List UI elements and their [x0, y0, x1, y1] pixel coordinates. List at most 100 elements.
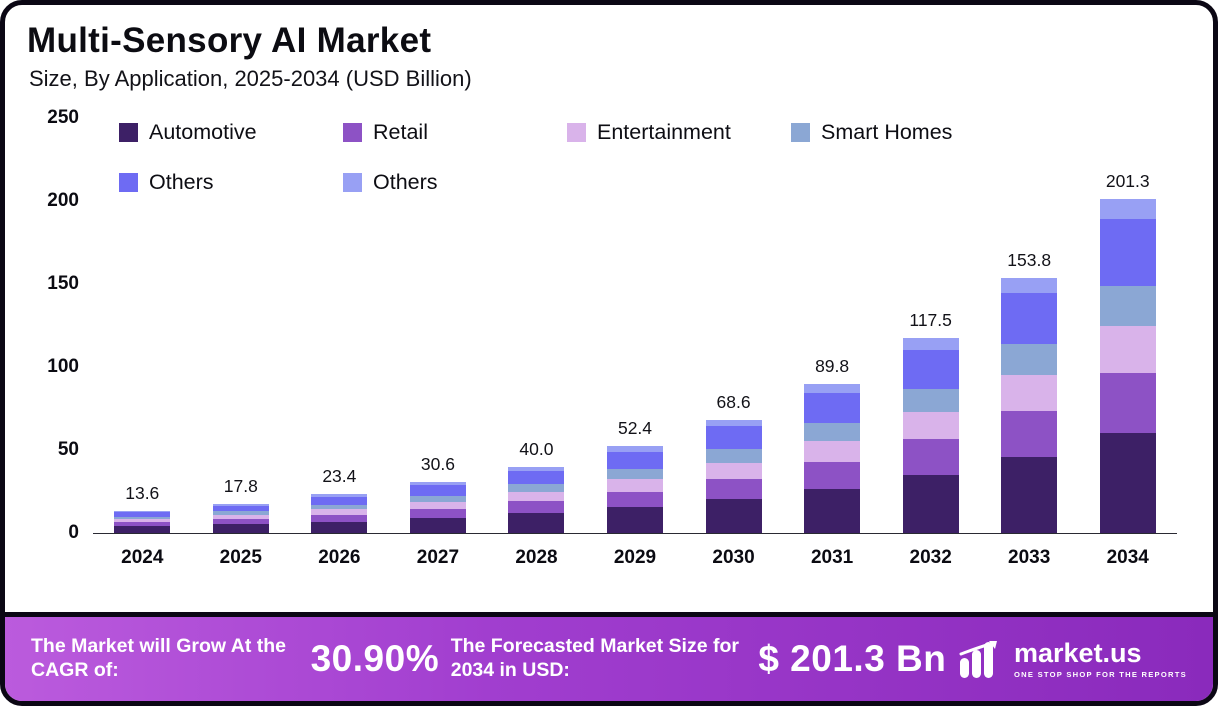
- x-axis-label-2032: 2032: [909, 547, 952, 569]
- x-axis-label-2033: 2033: [1008, 547, 1051, 569]
- bar-column-2031: 89.8: [783, 356, 882, 534]
- y-tick-50: 50: [57, 439, 79, 461]
- bar-segment-entertainment: [212, 514, 269, 520]
- bar-segment-others: [902, 349, 959, 389]
- bar-stack: [212, 503, 269, 534]
- legend-swatch: [343, 123, 362, 143]
- x-axis-label-2031: 2031: [810, 547, 854, 569]
- plot-area: 13.6 17.8 23.4 30.6 40.0 52.4 68.6 89.8 117.5 153…: [93, 118, 1177, 535]
- bar-total-label: 13.6: [125, 482, 160, 503]
- legend-swatch: [791, 123, 810, 143]
- bar-column-2028: 40.0: [487, 439, 586, 534]
- bar-column-2024: 13.6: [93, 482, 192, 534]
- bar-segment-retail: [902, 439, 959, 475]
- bar-segment-others: [804, 392, 861, 423]
- y-tick-150: 150: [47, 273, 79, 295]
- bar-column-2027: 30.6: [389, 454, 488, 534]
- bar-segment-retail: [804, 461, 861, 489]
- bar-segment-smart-homes: [114, 516, 171, 520]
- page-subtitle: Size, By Application, 2025-2034 (USD Bil…: [29, 66, 472, 92]
- brand-tagline: ONE STOP SHOP FOR THE REPORTS: [1014, 669, 1187, 679]
- bar-segment-others: [508, 470, 565, 485]
- legend-item-others: Others: [343, 170, 567, 195]
- bar-segment-entertainment: [409, 501, 466, 509]
- bar-segment-others-2: [212, 503, 269, 506]
- bar-stack: [311, 494, 368, 534]
- y-tick-200: 200: [47, 190, 79, 212]
- bar-segment-others-2: [804, 384, 861, 393]
- legend-item-entertainment: Entertainment: [567, 120, 791, 145]
- bar-segment-others-2: [409, 482, 466, 486]
- bar-stack: [607, 446, 663, 534]
- legend-label: Automotive: [149, 120, 257, 145]
- bar-segment-others-2: [607, 446, 663, 452]
- bar-segment-others: [705, 426, 762, 450]
- legend-label: Entertainment: [597, 120, 731, 145]
- x-axis-label-2034: 2034: [1106, 547, 1149, 569]
- brand-name: market.us: [1014, 637, 1142, 668]
- bar-segment-others-2: [114, 510, 171, 513]
- bar-segment-others-2: [508, 466, 565, 471]
- bar-segment-automotive: [212, 524, 269, 534]
- bar-stack: [705, 419, 762, 534]
- bar-segment-smart-homes: [212, 511, 269, 515]
- bar-stack: [1099, 198, 1156, 534]
- bar-segment-others-2: [705, 419, 762, 427]
- legend-swatch: [567, 123, 586, 143]
- bar-segment-entertainment: [114, 519, 171, 523]
- bar-total-label: 30.6: [420, 454, 455, 475]
- legend-item-smart-homes: Smart Homes: [791, 120, 1015, 145]
- bar-segment-smart-homes: [607, 468, 663, 480]
- bar-segment-smart-homes: [705, 449, 762, 463]
- bar-segment-automotive: [508, 513, 565, 534]
- bar-segment-others: [409, 485, 466, 496]
- bar-segment-retail: [311, 514, 368, 522]
- brand-text: market.us ONE STOP SHOP FOR THE REPORTS: [1014, 637, 1187, 679]
- page-title: Multi-Sensory AI Market: [27, 21, 432, 60]
- legend-swatch: [119, 123, 138, 143]
- bar-segment-entertainment: [902, 412, 959, 440]
- bar-segment-others: [212, 505, 269, 512]
- bar-total-label: 68.6: [716, 391, 751, 412]
- bar-total-label: 153.8: [1007, 249, 1052, 270]
- bar-total-label: 201.3: [1105, 170, 1150, 191]
- legend-item-retail: Retail: [343, 120, 567, 145]
- bar-segment-automotive: [1099, 432, 1156, 534]
- bar-segment-automotive: [804, 488, 861, 534]
- bar-stack: [409, 482, 466, 534]
- bar-total-label: 117.5: [909, 309, 952, 330]
- y-axis: 0 50 100 150 200 250: [27, 107, 85, 543]
- bar-segment-others: [607, 451, 663, 469]
- bar-segment-retail: [114, 522, 171, 527]
- bar-segment-retail: [607, 491, 663, 508]
- x-axis-label-2028: 2028: [515, 547, 558, 569]
- x-axis-labels: 2024 2025 2026 2027 2028 2029 2030 2031 2032 2033…: [93, 547, 1177, 569]
- bar-segment-smart-homes: [902, 388, 959, 413]
- bar-segment-entertainment: [804, 440, 861, 462]
- bar-column-2029: 52.4: [586, 418, 685, 534]
- bar-column-2026: 23.4: [290, 466, 389, 534]
- bars-container: 13.6 17.8 23.4 30.6 40.0 52.4 68.6 89.8 117.5 153…: [93, 118, 1177, 534]
- bar-segment-automotive: [311, 521, 368, 534]
- bar-stack: [804, 384, 861, 534]
- footer-banner: The Market will Grow At the CAGR of: 30.…: [5, 612, 1213, 701]
- legend-label: Others: [149, 170, 214, 195]
- y-tick-100: 100: [47, 356, 79, 378]
- forecast-value: $ 201.3 Bn: [758, 638, 947, 679]
- bar-segment-smart-homes: [311, 504, 368, 510]
- brand-logo: market.us ONE STOP SHOP FOR THE REPORTS: [958, 637, 1187, 679]
- bar-segment-others-2: [902, 337, 959, 350]
- bar-segment-entertainment: [311, 509, 368, 515]
- legend-swatch: [343, 173, 362, 193]
- bar-total-label: 23.4: [322, 466, 357, 487]
- bar-total-label: 89.8: [815, 356, 850, 376]
- bar-segment-smart-homes: [409, 495, 466, 502]
- bar-total-label: 17.8: [223, 475, 258, 496]
- legend-item-automotive: Automotive: [119, 120, 343, 145]
- x-axis-label-2025: 2025: [219, 547, 262, 569]
- x-axis-label-2027: 2027: [416, 547, 460, 569]
- bar-segment-entertainment: [607, 479, 663, 492]
- bar-stack: [508, 466, 565, 534]
- x-axis-label-2029: 2029: [613, 547, 657, 569]
